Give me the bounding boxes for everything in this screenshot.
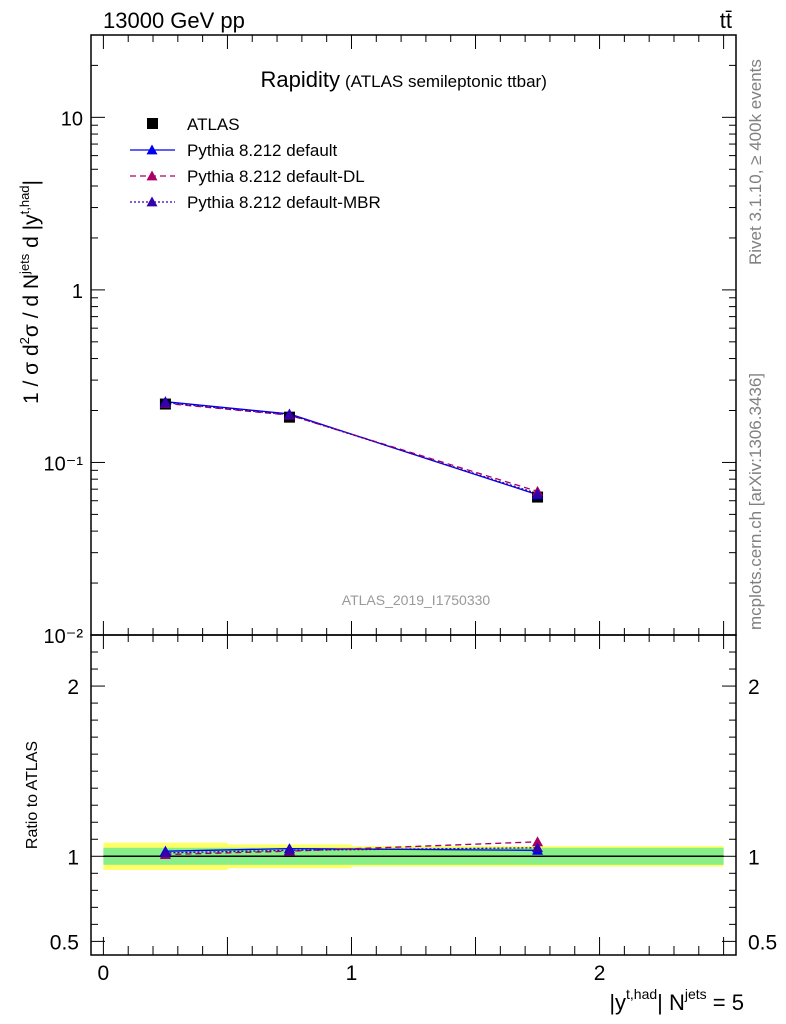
legend-atlas-label: ATLAS: [187, 115, 240, 134]
chart-subtitle: (ATLAS semileptonic ttbar): [345, 72, 547, 91]
x-tick-label: 2: [594, 962, 606, 985]
svg-text:|yt,had| Njets = 5: |yt,had| Njets = 5: [609, 986, 744, 1015]
ratio-series-marker: [283, 844, 295, 855]
ratio-y-axis-label: Ratio to ATLAS: [24, 741, 41, 849]
ratio-series-markers: [159, 836, 544, 859]
main-series-lines: [165, 401, 538, 496]
energy-label: 13000 GeV pp: [103, 8, 245, 33]
x-axis-ticks: 0 1 2: [98, 635, 725, 985]
ratio-axis-ticks: 2 2 1 1 0.5 0.5: [50, 651, 777, 954]
main-y-tick-label: 10⁻²: [44, 626, 84, 648]
main-series-line: [165, 402, 538, 495]
main-series-markers: [159, 396, 544, 503]
rivet-label: Rivet 3.1.10, ≥ 400k events: [746, 59, 765, 265]
main-y-axis-label: 1 / σ d2σ / d Njets d |yt,had|: [17, 180, 43, 404]
main-y-tick-label: 1: [72, 281, 83, 303]
series-marker: [532, 488, 544, 498]
main-series-line: [165, 402, 538, 492]
x-tick-label: 1: [346, 962, 358, 985]
series-marker: [159, 397, 171, 408]
ratio-y-tick-label-right: 2: [748, 676, 760, 699]
legend: ATLAS Pythia 8.212 default Pythia 8.212 de…: [130, 115, 381, 212]
main-y-tick-label: 10: [61, 108, 83, 130]
ratio-y-tick-label-left: 1: [67, 846, 79, 869]
main-y-tick-label: 10⁻¹: [44, 453, 84, 475]
svg-text:1 / σ d2σ / d Njets d |yt,had|: 1 / σ d2σ / d Njets d |yt,had|: [17, 180, 43, 404]
series-marker: [283, 409, 295, 420]
ratio-y-tick-label-left: 2: [67, 676, 79, 699]
main-series-line: [165, 401, 538, 496]
legend-atlas-marker: [147, 118, 158, 129]
x-tick-label: 0: [98, 962, 110, 985]
ratio-y-tick-label-left: 0.5: [50, 931, 79, 954]
legend-label: Pythia 8.212 default-MBR: [187, 193, 381, 212]
ratio-y-tick-label-right: 1: [748, 846, 760, 869]
legend-marker: [146, 144, 158, 155]
legend-label: Pythia 8.212 default-DL: [187, 167, 365, 186]
x-axis-label: |yt,had| Njets = 5: [609, 986, 744, 1015]
legend-marker: [146, 170, 158, 181]
ratio-series-marker: [532, 842, 544, 853]
main-panel: 10 1 10⁻¹ 10⁻² Rapidity (ATLAS semileptonic…: [44, 34, 737, 648]
ratio-series-marker: [159, 847, 171, 858]
legend-marker: [146, 196, 158, 207]
mcplots-label: mcplots.cern.ch [arXiv:1306.3436]: [746, 373, 765, 630]
chart-title: Rapidity: [261, 67, 340, 92]
ratio-y-tick-label-right: 0.5: [748, 931, 777, 954]
legend-label: Pythia 8.212 default: [187, 141, 338, 160]
ratio-panel: 2 2 1 1 0.5 0.5 0 1 2: [50, 634, 777, 985]
main-axis-ticks: 10 1 10⁻¹ 10⁻²: [44, 34, 736, 648]
analysis-id: ATLAS_2019_I1750330: [342, 592, 491, 608]
process-label: tt̄: [720, 8, 732, 33]
ratio-series-marker: [532, 836, 544, 847]
ratio-frame: [90, 634, 737, 956]
